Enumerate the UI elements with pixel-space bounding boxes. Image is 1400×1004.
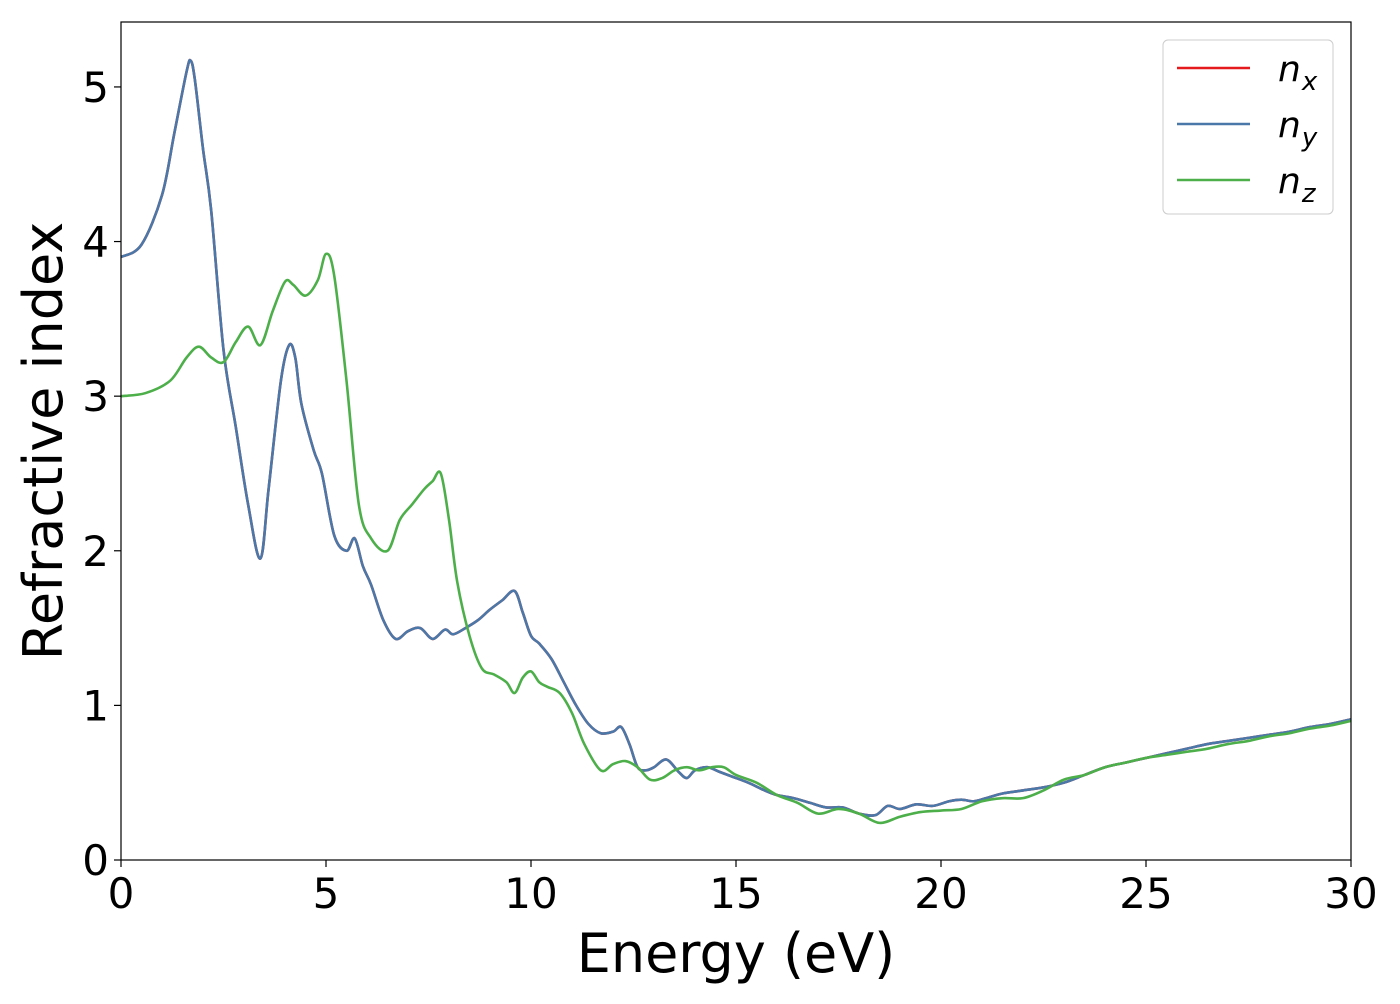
y-tick-label: 2 — [82, 527, 109, 576]
series-line-z — [120, 252, 1352, 825]
y-axis-ticks: 0 1 2 3 4 5 — [82, 63, 121, 885]
x-tick-label: 15 — [709, 869, 762, 918]
x-tick-label: 20 — [914, 869, 967, 918]
series-layer — [120, 58, 1352, 825]
x-tick-label: 0 — [108, 869, 135, 918]
y-axis-label: Refractive index — [12, 222, 75, 661]
y-tick-label: 5 — [82, 63, 109, 112]
legend-frame — [1162, 39, 1334, 215]
series-line-y — [120, 58, 1352, 817]
y-tick-label: 1 — [82, 681, 109, 730]
x-tick-label: 25 — [1119, 869, 1172, 918]
y-tick-label: 4 — [82, 218, 109, 267]
y-tick-label: 3 — [82, 372, 109, 421]
legend-label-x: nx — [1278, 49, 1318, 97]
legend-label-y: ny — [1278, 105, 1318, 153]
x-tick-label: 10 — [504, 869, 557, 918]
y-tick-label: 0 — [82, 836, 109, 885]
x-axis-ticks: 0 5 10 15 20 25 30 — [108, 860, 1378, 918]
legend-label-z: nz — [1278, 161, 1317, 209]
x-axis-label: Energy (eV) — [577, 922, 896, 985]
x-tick-label: 30 — [1324, 869, 1377, 918]
legend: nx ny nz — [1162, 39, 1334, 215]
x-tick-label: 5 — [313, 869, 340, 918]
plot-background — [121, 22, 1351, 860]
